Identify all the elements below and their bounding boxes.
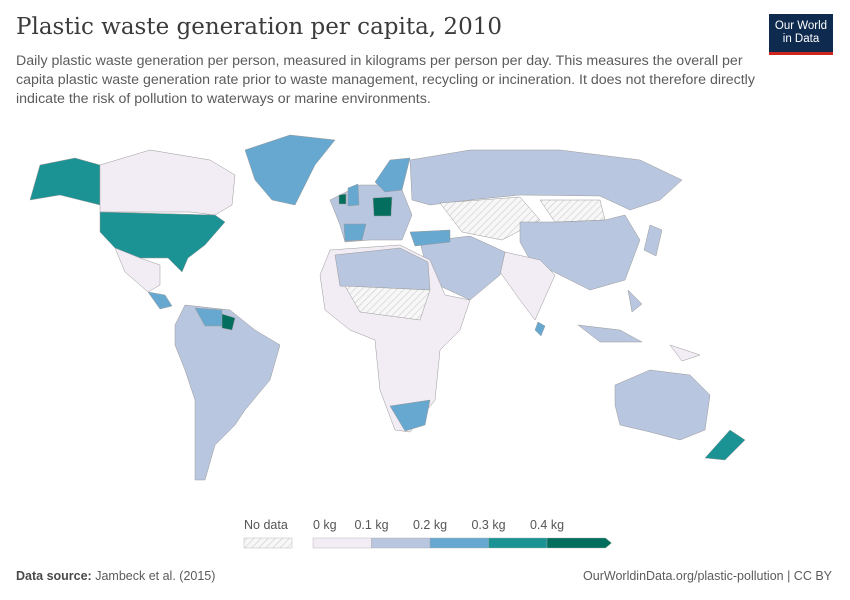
country-indonesia[interactable]: [577, 324, 643, 343]
country-central-america[interactable]: [147, 291, 173, 310]
country-usa[interactable]: [99, 211, 226, 273]
country-australia[interactable]: [614, 369, 711, 441]
owid-logo[interactable]: Our World in Data: [769, 14, 833, 55]
legend-no-data-swatch: [243, 537, 293, 549]
logo-line2: in Data: [782, 33, 820, 45]
country-germany[interactable]: [372, 196, 393, 217]
country-spain[interactable]: [343, 223, 367, 242]
country-ireland[interactable]: [338, 193, 347, 205]
source-url[interactable]: OurWorldinData.org/plastic-pollution | C…: [583, 569, 832, 583]
page-subtitle: Daily plastic waste generation per perso…: [16, 53, 755, 107]
data-source: Data source: Jambeck et al. (2015): [16, 569, 216, 583]
country-sahel[interactable]: [344, 285, 431, 321]
legend-no-data-label: No data: [244, 518, 288, 532]
country-japan[interactable]: [643, 224, 663, 257]
legend-tick-label: 0.2 kg: [413, 518, 447, 532]
country-new-zealand[interactable]: [704, 429, 746, 461]
legend-bin-1[interactable]: [371, 537, 431, 549]
country-mexico[interactable]: [114, 247, 161, 293]
country-south-america[interactable]: [174, 304, 281, 481]
country-papua-new-guinea[interactable]: [669, 344, 701, 362]
legend-tick-label: 0.3 kg: [471, 518, 505, 532]
country-canada[interactable]: [99, 149, 236, 216]
logo-line1: Our World: [774, 20, 828, 32]
country-philippines[interactable]: [627, 289, 643, 313]
country-russia[interactable]: [409, 149, 683, 211]
country-turkey[interactable]: [409, 229, 451, 247]
source-name: Jambeck et al. (2015): [95, 569, 216, 583]
legend-tick-label: 0.1 kg: [354, 518, 388, 532]
legend-bin-2[interactable]: [429, 537, 489, 549]
legend-bin-3[interactable]: [488, 537, 548, 549]
legend-tick-label: 0.4 kg: [530, 518, 564, 532]
page-title: Plastic waste generation per capita, 201…: [16, 14, 502, 40]
country-suriname[interactable]: [221, 313, 236, 331]
country-uk[interactable]: [347, 183, 360, 207]
country-south-africa[interactable]: [389, 399, 431, 432]
country-china[interactable]: [519, 214, 641, 291]
world-map: [29, 134, 746, 481]
country-north-africa[interactable]: [334, 247, 431, 291]
legend-tick-label: 0 kg: [313, 518, 337, 532]
country-scandinavia[interactable]: [374, 157, 411, 193]
country-sri-lanka[interactable]: [534, 321, 546, 337]
legend-bin-4[interactable]: [546, 537, 612, 549]
country-greenland[interactable]: [244, 134, 336, 206]
legend-bin-0[interactable]: [312, 537, 372, 549]
country-alaska[interactable]: [29, 157, 101, 206]
